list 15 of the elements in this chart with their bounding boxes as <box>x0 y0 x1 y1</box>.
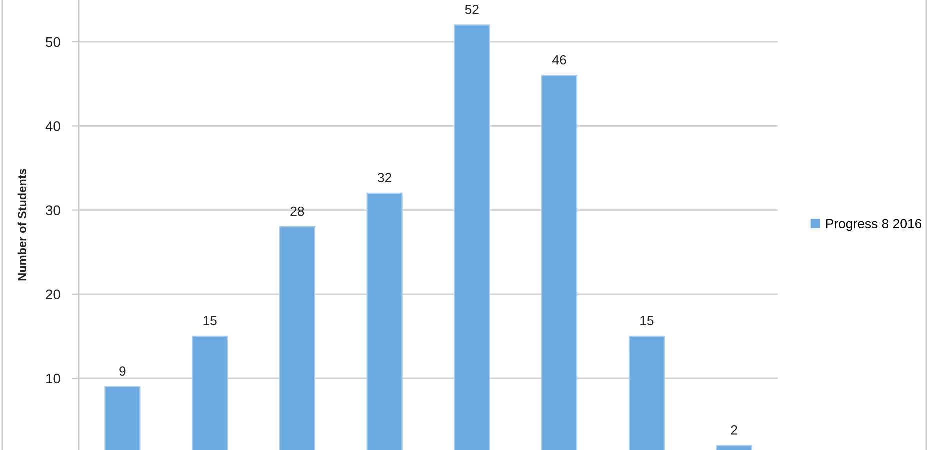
legend-label: Progress 8 2016 <box>826 219 922 232</box>
y-tick-label: 10 <box>46 374 60 384</box>
data-label: 28 <box>290 206 304 216</box>
data-label: 46 <box>552 55 566 65</box>
data-label: 52 <box>465 4 479 14</box>
y-tick-label: 30 <box>46 206 60 216</box>
data-label: 15 <box>640 316 654 326</box>
data-label: 15 <box>204 316 217 326</box>
data-label: 9 <box>120 366 126 376</box>
data-label: 32 <box>378 173 392 183</box>
y-axis-title: Number of Students <box>18 169 26 281</box>
y-tick-label: 40 <box>46 122 60 132</box>
y-tick-label: 20 <box>46 290 60 300</box>
data-label: 2 <box>731 426 738 435</box>
y-tick-label: 50 <box>46 37 60 48</box>
